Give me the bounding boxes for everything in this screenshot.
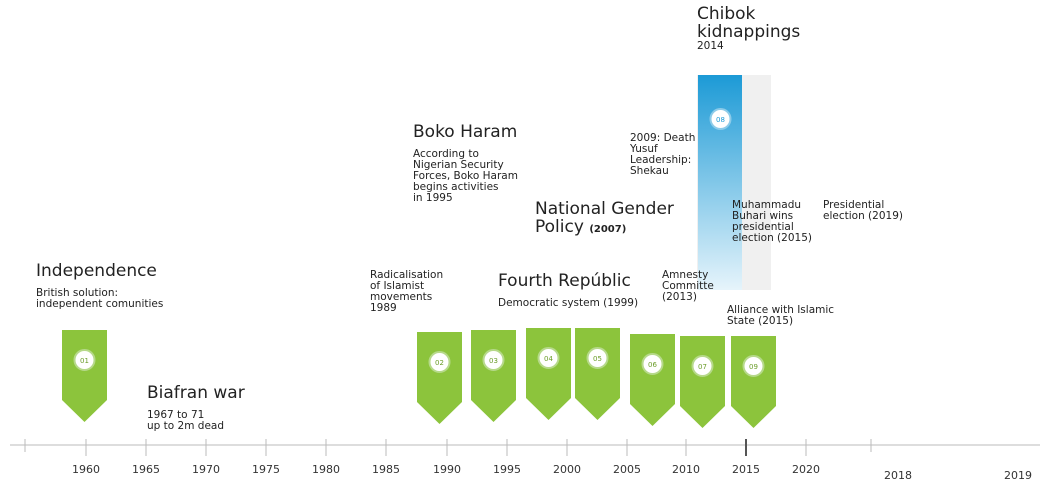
- badge: [709, 108, 732, 130]
- arrow-banner: [417, 332, 462, 424]
- event: Boko Haram According to Nigerian Security F…: [413, 123, 518, 204]
- badge-label: 02: [435, 359, 444, 367]
- arrow-banner: [471, 330, 516, 422]
- event: 2009: Death Yusuf Leadership: Shekau: [630, 133, 695, 177]
- year-label: 1985: [372, 463, 400, 476]
- event: Fourth Repúblic Democratic system (1999): [498, 272, 638, 309]
- event-title: Fourth Repúblic: [498, 271, 631, 291]
- event-title: kidnappings: [697, 22, 801, 42]
- event-text: 2009: Death: [630, 132, 696, 144]
- badge: [586, 347, 609, 369]
- event-title: Policy (2007): [535, 217, 627, 237]
- event-text: Committe: [662, 280, 714, 292]
- event: Biafran war 1967 to 71 up to 2m dead: [147, 384, 245, 432]
- event-text: Nigerian Security: [413, 159, 504, 171]
- event-text: Democratic system (1999): [498, 297, 639, 309]
- event-text: 2014: [697, 40, 724, 52]
- year-label: 1990: [433, 463, 461, 476]
- event-text: British solution:: [36, 287, 119, 299]
- event-note: (2007): [589, 224, 627, 235]
- badge-label: 03: [489, 357, 498, 365]
- arrow-banner: [680, 336, 725, 428]
- badge-label: 08: [716, 116, 725, 124]
- badge-label: 04: [544, 355, 553, 363]
- chibok-bar: [698, 75, 742, 290]
- year-label: 2018: [884, 469, 912, 482]
- year-label: 2020: [792, 463, 820, 476]
- event-text: movements: [370, 291, 433, 303]
- event-text: Yusuf: [630, 143, 658, 155]
- event-text: Buhari wins: [732, 210, 794, 222]
- year-label: 2000: [553, 463, 581, 476]
- event-text: Radicalisation: [370, 269, 444, 281]
- event-title: Boko Haram: [413, 122, 518, 142]
- event-title: National Gender: [535, 199, 674, 219]
- event-text: independent comunities: [36, 298, 164, 310]
- event-text: Leadership:: [630, 154, 692, 166]
- badge: [73, 349, 96, 371]
- event: Amnesty Committe (2013): [662, 270, 714, 303]
- year-label: 1995: [493, 463, 521, 476]
- year-label: 2015: [732, 463, 760, 476]
- badge-label: 07: [698, 363, 707, 371]
- event-text: presidential: [732, 221, 794, 233]
- year-label: 2010: [672, 463, 700, 476]
- event-text: up to 2m dead: [147, 420, 225, 432]
- event: Muhammadu Buhari wins presidential election…: [732, 200, 812, 244]
- event-text: in 1995: [413, 192, 453, 204]
- event-text: Shekau: [630, 165, 669, 177]
- year-label: 1960: [72, 463, 100, 476]
- arrow-banner: [731, 336, 776, 428]
- event-text: Alliance with Islamic: [727, 304, 835, 316]
- event-text: Muhammadu: [732, 199, 802, 211]
- event-text: Presidential: [823, 199, 885, 211]
- event-text: According to: [413, 148, 479, 160]
- year-label: 1965: [132, 463, 160, 476]
- event-title: Biafran war: [147, 383, 245, 403]
- arrow-banner: [575, 328, 620, 420]
- year-label: 1980: [312, 463, 340, 476]
- year-label: 1975: [252, 463, 280, 476]
- event-title: Chibok: [697, 4, 756, 24]
- badge-label: 06: [648, 361, 657, 369]
- badge: [641, 353, 664, 375]
- event: Radicalisation of Islamist movements 1989: [370, 270, 443, 314]
- event-title: Independence: [36, 261, 157, 281]
- badge: [691, 355, 714, 377]
- event-text: of Islamist: [370, 280, 425, 292]
- year-label: 1970: [192, 463, 220, 476]
- year-label: 2019: [1004, 469, 1032, 482]
- event-text: State (2015): [727, 315, 794, 327]
- event-text: election (2015): [732, 232, 812, 244]
- event: Chibok kidnappings 2014: [697, 5, 800, 52]
- event-text: (2013): [662, 291, 697, 303]
- event: National Gender Policy (2007): [535, 200, 674, 239]
- event-text: Amnesty: [662, 269, 709, 281]
- event-text: election (2019): [823, 210, 903, 222]
- arrow-banner: [526, 328, 571, 420]
- year-label: 2005: [613, 463, 641, 476]
- arrow-banner: [62, 330, 107, 422]
- event-text: begins activities: [413, 181, 499, 193]
- badge: [482, 349, 505, 371]
- badge: [742, 355, 765, 377]
- badge-label: 09: [749, 363, 758, 371]
- event: Presidential election (2019): [823, 200, 903, 222]
- badge-label: 01: [80, 357, 89, 365]
- event-text: Forces, Boko Haram: [413, 170, 518, 182]
- badge: [428, 351, 451, 373]
- badge-label: 05: [593, 355, 602, 363]
- event: Independence British solution: independent…: [36, 262, 163, 310]
- event-text: 1967 to 71: [147, 409, 205, 421]
- badge: [537, 347, 560, 369]
- event: Alliance with Islamic State (2015): [727, 305, 834, 327]
- event-text: 1989: [370, 302, 397, 314]
- arrow-banner: [630, 334, 675, 426]
